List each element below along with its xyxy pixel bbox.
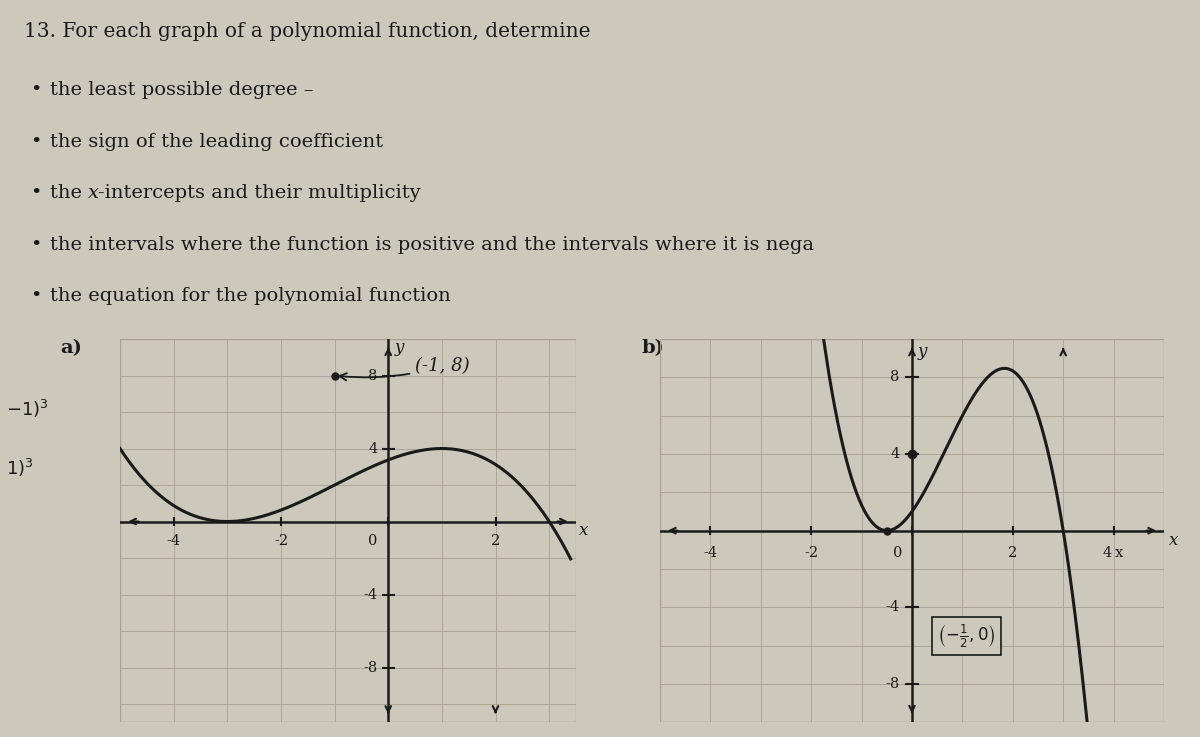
Text: -8: -8 [364,660,378,674]
Text: x: x [88,184,98,202]
Text: (-1, 8): (-1, 8) [340,357,469,380]
Text: •: • [30,133,41,150]
Text: 2: 2 [491,534,500,548]
Text: $-1)^3$: $-1)^3$ [6,398,49,420]
Text: 0: 0 [368,534,378,548]
Text: -8: -8 [886,677,900,691]
Text: the sign of the leading coefficient: the sign of the leading coefficient [50,133,384,150]
Text: -intercepts and their multiplicity: -intercepts and their multiplicity [98,184,421,202]
Text: x: x [578,522,588,539]
Text: $1)^3$: $1)^3$ [6,457,34,479]
Text: the: the [50,184,89,202]
Text: -4: -4 [167,534,181,548]
Text: the equation for the polynomial function: the equation for the polynomial function [50,287,451,305]
Text: -4: -4 [886,601,900,614]
Text: 0: 0 [893,546,902,560]
Text: -4: -4 [703,546,718,560]
Text: -2: -2 [274,534,288,548]
Text: -2: -2 [804,546,818,560]
Text: 4: 4 [368,441,378,455]
Text: y: y [395,339,404,356]
Text: •: • [30,81,41,99]
Text: $\left(-\frac{1}{2}, 0\right)$: $\left(-\frac{1}{2}, 0\right)$ [937,622,996,650]
Text: •: • [30,236,41,254]
Text: x: x [1169,531,1178,549]
Text: •: • [30,287,41,305]
Text: -4: -4 [364,587,378,601]
Text: 2: 2 [1008,546,1018,560]
Text: 8: 8 [890,371,900,384]
Text: a): a) [60,339,82,357]
Text: 13. For each graph of a polynomial function, determine: 13. For each graph of a polynomial funct… [24,22,590,41]
Text: the intervals where the function is positive and the intervals where it is nega: the intervals where the function is posi… [50,236,815,254]
Text: b): b) [642,339,665,357]
Text: the least possible degree –: the least possible degree – [50,81,314,99]
Text: 4 x: 4 x [1104,546,1123,560]
Text: y: y [918,343,928,360]
Text: •: • [30,184,41,202]
Text: 4: 4 [890,447,900,461]
Text: 8: 8 [368,368,378,383]
